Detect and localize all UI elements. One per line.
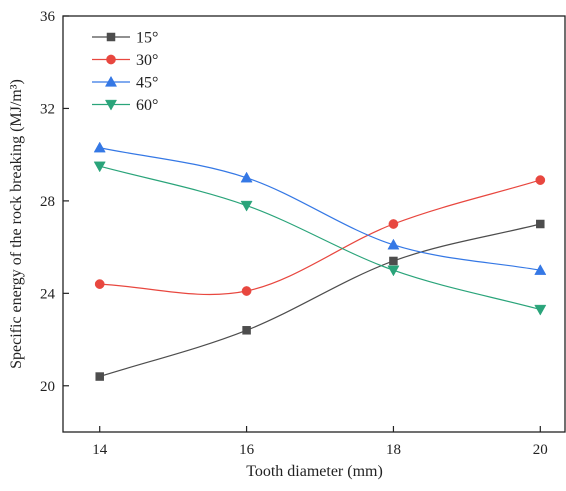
data-point <box>387 238 400 250</box>
data-point <box>389 256 398 266</box>
data-point <box>536 219 545 229</box>
data-point <box>240 200 253 212</box>
legend: 15° 30° 45° 60° <box>92 30 158 114</box>
y-tick-label: 20 <box>40 379 55 395</box>
legend-item: 15° <box>92 30 158 47</box>
data-point <box>242 326 251 335</box>
series-line <box>99 147 541 271</box>
legend-label: 15° <box>136 30 158 47</box>
legend-marker <box>106 54 116 65</box>
y-tick-label: 32 <box>40 101 55 117</box>
series-layer <box>93 141 547 381</box>
x-tick-label: 18 <box>386 442 401 458</box>
series-0 <box>95 219 545 381</box>
x-tick-label: 14 <box>92 442 108 458</box>
legend-item: 30° <box>92 52 158 69</box>
series-line <box>99 223 541 378</box>
y-tick-label: 36 <box>40 9 56 25</box>
series-1 <box>94 175 546 296</box>
data-point <box>534 264 547 275</box>
data-point <box>93 161 106 173</box>
plot-area-frame <box>62 15 566 433</box>
data-point <box>387 265 400 277</box>
y-axis-title: Specific energy of the rock breaking (MJ… <box>8 79 25 369</box>
data-point <box>94 279 105 289</box>
legend-marker <box>104 99 118 111</box>
legend-marker <box>106 32 116 42</box>
y-tick-label: 28 <box>40 194 55 210</box>
series-3 <box>93 161 547 316</box>
x-axis-title: Tooth diameter (mm) <box>246 463 383 480</box>
data-point <box>240 171 253 183</box>
series-line <box>99 165 541 311</box>
x-tick-label: 16 <box>239 442 255 458</box>
legend-marker <box>104 75 118 87</box>
legend-label: 45° <box>136 75 158 92</box>
series-2 <box>93 141 547 275</box>
data-point <box>534 304 547 316</box>
data-point <box>388 219 399 229</box>
legend-label: 60° <box>136 97 158 114</box>
axis-ticks: 14 16 18 20 20 24 28 32 36 <box>40 9 548 458</box>
data-point <box>93 141 106 153</box>
legend-label: 30° <box>136 52 158 69</box>
x-tick-label: 20 <box>533 442 548 458</box>
legend-item: 45° <box>92 75 158 92</box>
y-tick-label: 24 <box>40 286 56 302</box>
data-point <box>535 175 546 185</box>
series-line <box>99 179 541 296</box>
legend-item: 60° <box>92 97 158 114</box>
data-point <box>95 372 104 381</box>
data-point <box>241 286 252 296</box>
